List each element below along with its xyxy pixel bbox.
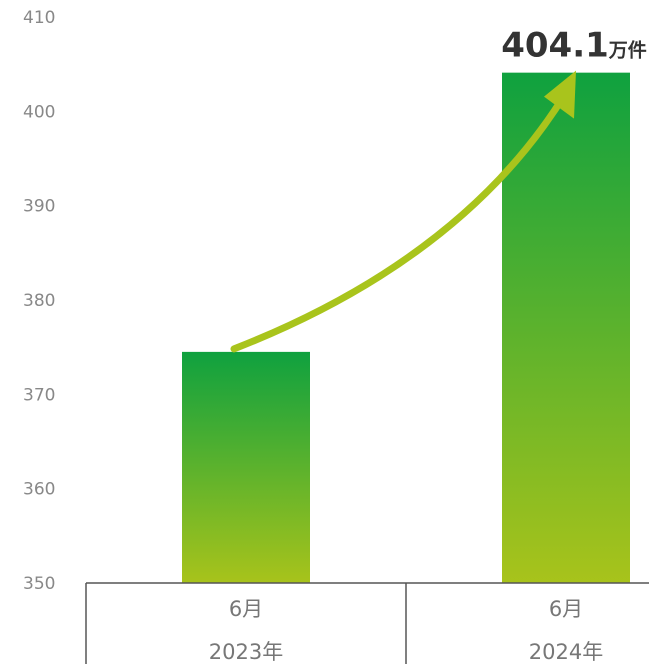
growth-arrow-head: [544, 70, 576, 119]
data-label-value: 404.1: [501, 26, 609, 66]
category-year-label: 2023年: [209, 640, 283, 664]
bar-0: [182, 351, 310, 583]
bar-1: [502, 72, 630, 583]
y-tick-label: 380: [23, 291, 55, 311]
category-year-label: 2024年: [529, 640, 603, 664]
y-tick-label: 410: [23, 8, 55, 28]
category-labels: 6月 2023年 6月 2024年: [209, 597, 603, 664]
category-month-label: 6月: [549, 597, 583, 621]
y-axis-ticks: 350 360 370 380 390 400 410: [23, 8, 55, 594]
y-tick-label: 370: [23, 385, 55, 405]
growth-arrow: [230, 89, 570, 353]
bars: [182, 72, 630, 583]
y-tick-label: 360: [23, 480, 55, 500]
y-tick-label: 390: [23, 197, 55, 217]
data-label-2024: 404.1万件: [501, 26, 647, 66]
category-month-label: 6月: [229, 597, 263, 621]
axes: [85, 582, 649, 664]
y-tick-label: 400: [23, 102, 55, 122]
data-label-unit: 万件: [608, 39, 647, 62]
y-tick-label: 350: [23, 574, 55, 594]
